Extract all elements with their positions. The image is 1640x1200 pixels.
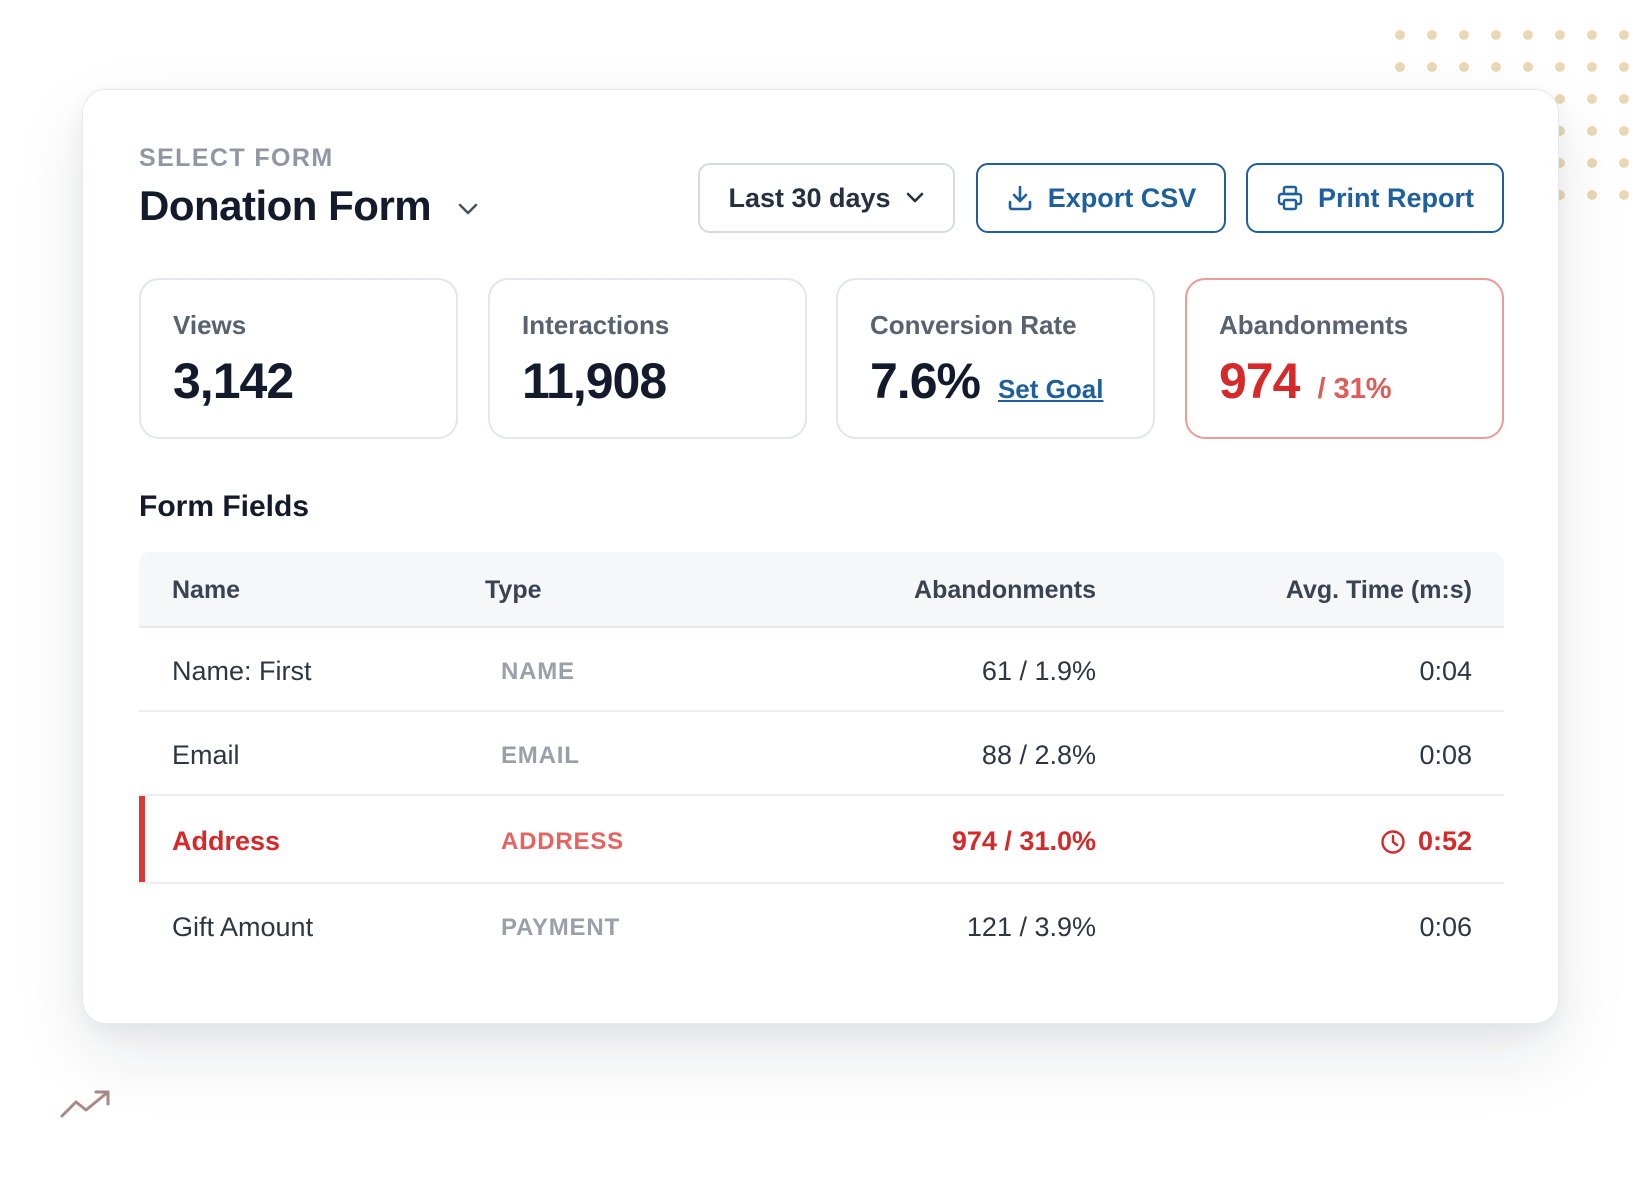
decorative-dot-grid — [1395, 30, 1635, 210]
decorative-dot — [1523, 62, 1533, 72]
section-title: Form Fields — [139, 490, 310, 523]
table-header: Name Type Abandonments Avg. Time (m:s) — [139, 552, 1504, 628]
decorative-dot — [1555, 158, 1565, 168]
field-avg-time: 0:06 — [1419, 912, 1472, 942]
column-header-abandonments[interactable]: Abandonments — [914, 576, 1096, 604]
decorative-dot — [1587, 126, 1597, 136]
table-row-highlighted[interactable]: Address ADDRESS 974 / 31.0% 0:52 — [139, 796, 1504, 884]
stat-card-interactions: Interactions 11,908 — [488, 278, 807, 439]
decorative-dot — [1555, 62, 1565, 72]
field-type: EMAIL — [501, 742, 580, 769]
field-abandonments: 88 / 2.8% — [981, 740, 1096, 770]
decorative-dot — [1587, 30, 1597, 40]
select-form-label: SELECT FORM — [139, 144, 334, 172]
decorative-dot — [1555, 94, 1565, 104]
decorative-dot — [1491, 30, 1501, 40]
date-range-dropdown[interactable]: Last 30 days — [698, 163, 955, 233]
decorative-dot — [1555, 126, 1565, 136]
stat-value: 11,908 — [522, 353, 667, 409]
decorative-dot — [1619, 30, 1629, 40]
column-header-avg-time[interactable]: Avg. Time (m:s) — [1285, 576, 1472, 604]
export-csv-label: Export CSV — [1047, 182, 1197, 213]
alert-indicator-bar — [139, 796, 145, 882]
stat-value: 974 — [1219, 353, 1300, 409]
chevron-down-icon — [458, 203, 478, 215]
decorative-dot — [1523, 30, 1533, 40]
field-avg-time-cell: 0:52 — [1380, 826, 1472, 857]
field-name: Email — [172, 740, 240, 770]
field-avg-time: 0:52 — [1417, 826, 1472, 856]
form-title: Donation Form — [139, 182, 432, 229]
field-name: Address — [172, 826, 281, 856]
stat-value: 3,142 — [173, 353, 294, 409]
analytics-card: SELECT FORM Donation Form Last 30 days E… — [82, 89, 1559, 1024]
column-header-name[interactable]: Name — [172, 576, 241, 604]
column-header-type[interactable]: Type — [485, 576, 542, 604]
stat-label: Conversion Rate — [870, 310, 1077, 340]
printer-icon — [1277, 185, 1303, 211]
field-type: PAYMENT — [501, 914, 620, 941]
form-selector[interactable]: Donation Form — [139, 182, 479, 230]
decorative-dot — [1619, 126, 1629, 136]
decorative-dot — [1619, 94, 1629, 104]
field-abandonments: 974 / 31.0% — [951, 826, 1096, 856]
decorative-dot — [1555, 30, 1565, 40]
stat-label: Abandonments — [1219, 310, 1409, 340]
stat-percentage: / 31% — [1317, 373, 1392, 405]
decorative-dot — [1459, 30, 1469, 40]
decorative-dot — [1619, 190, 1629, 200]
field-type: NAME — [501, 658, 575, 685]
field-abandonments: 61 / 1.9% — [981, 656, 1096, 686]
decorative-dot — [1587, 62, 1597, 72]
field-type: ADDRESS — [501, 828, 624, 855]
clock-icon — [1381, 829, 1405, 854]
decorative-dot — [1587, 94, 1597, 104]
decorative-dot — [1619, 62, 1629, 72]
decorative-dot — [1619, 158, 1629, 168]
decorative-dot — [1427, 30, 1437, 40]
print-report-label: Print Report — [1317, 182, 1474, 213]
export-csv-button[interactable]: Export CSV — [976, 163, 1226, 233]
decorative-dot — [1395, 30, 1405, 40]
stat-value: 7.6% — [870, 353, 981, 409]
field-abandonments: 121 / 3.9% — [966, 912, 1096, 942]
form-fields-table: Name Type Abandonments Avg. Time (m:s) N… — [139, 552, 1504, 968]
table-row[interactable]: Name: First NAME 61 / 1.9% 0:04 — [139, 628, 1504, 712]
download-icon — [1008, 185, 1032, 211]
field-name: Gift Amount — [172, 912, 314, 942]
field-avg-time: 0:08 — [1419, 740, 1472, 770]
table-row[interactable]: Gift Amount PAYMENT 121 / 3.9% 0:06 — [139, 884, 1504, 968]
field-avg-time: 0:04 — [1419, 656, 1472, 686]
decorative-dot — [1587, 158, 1597, 168]
field-name: Name: First — [172, 656, 312, 686]
table-row[interactable]: Email EMAIL 88 / 2.8% 0:08 — [139, 712, 1504, 796]
decorative-dot — [1555, 190, 1565, 200]
date-range-label: Last 30 days — [728, 182, 891, 213]
decorative-dot — [1395, 62, 1405, 72]
stat-card-abandonments: Abandonments 974 / 31% — [1185, 278, 1504, 439]
stat-card-views: Views 3,142 — [139, 278, 458, 439]
decorative-dot — [1459, 62, 1469, 72]
decorative-dot — [1587, 190, 1597, 200]
stat-label: Views — [173, 310, 247, 340]
decorative-dot — [1427, 62, 1437, 72]
stat-card-conversion-rate: Conversion Rate 7.6% Set Goal — [836, 278, 1155, 439]
chevron-down-icon — [906, 192, 923, 203]
trending-up-icon — [60, 1090, 110, 1118]
decorative-dot — [1491, 62, 1501, 72]
stat-label: Interactions — [522, 310, 670, 340]
set-goal-link[interactable]: Set Goal — [997, 374, 1104, 404]
print-report-button[interactable]: Print Report — [1246, 163, 1504, 233]
